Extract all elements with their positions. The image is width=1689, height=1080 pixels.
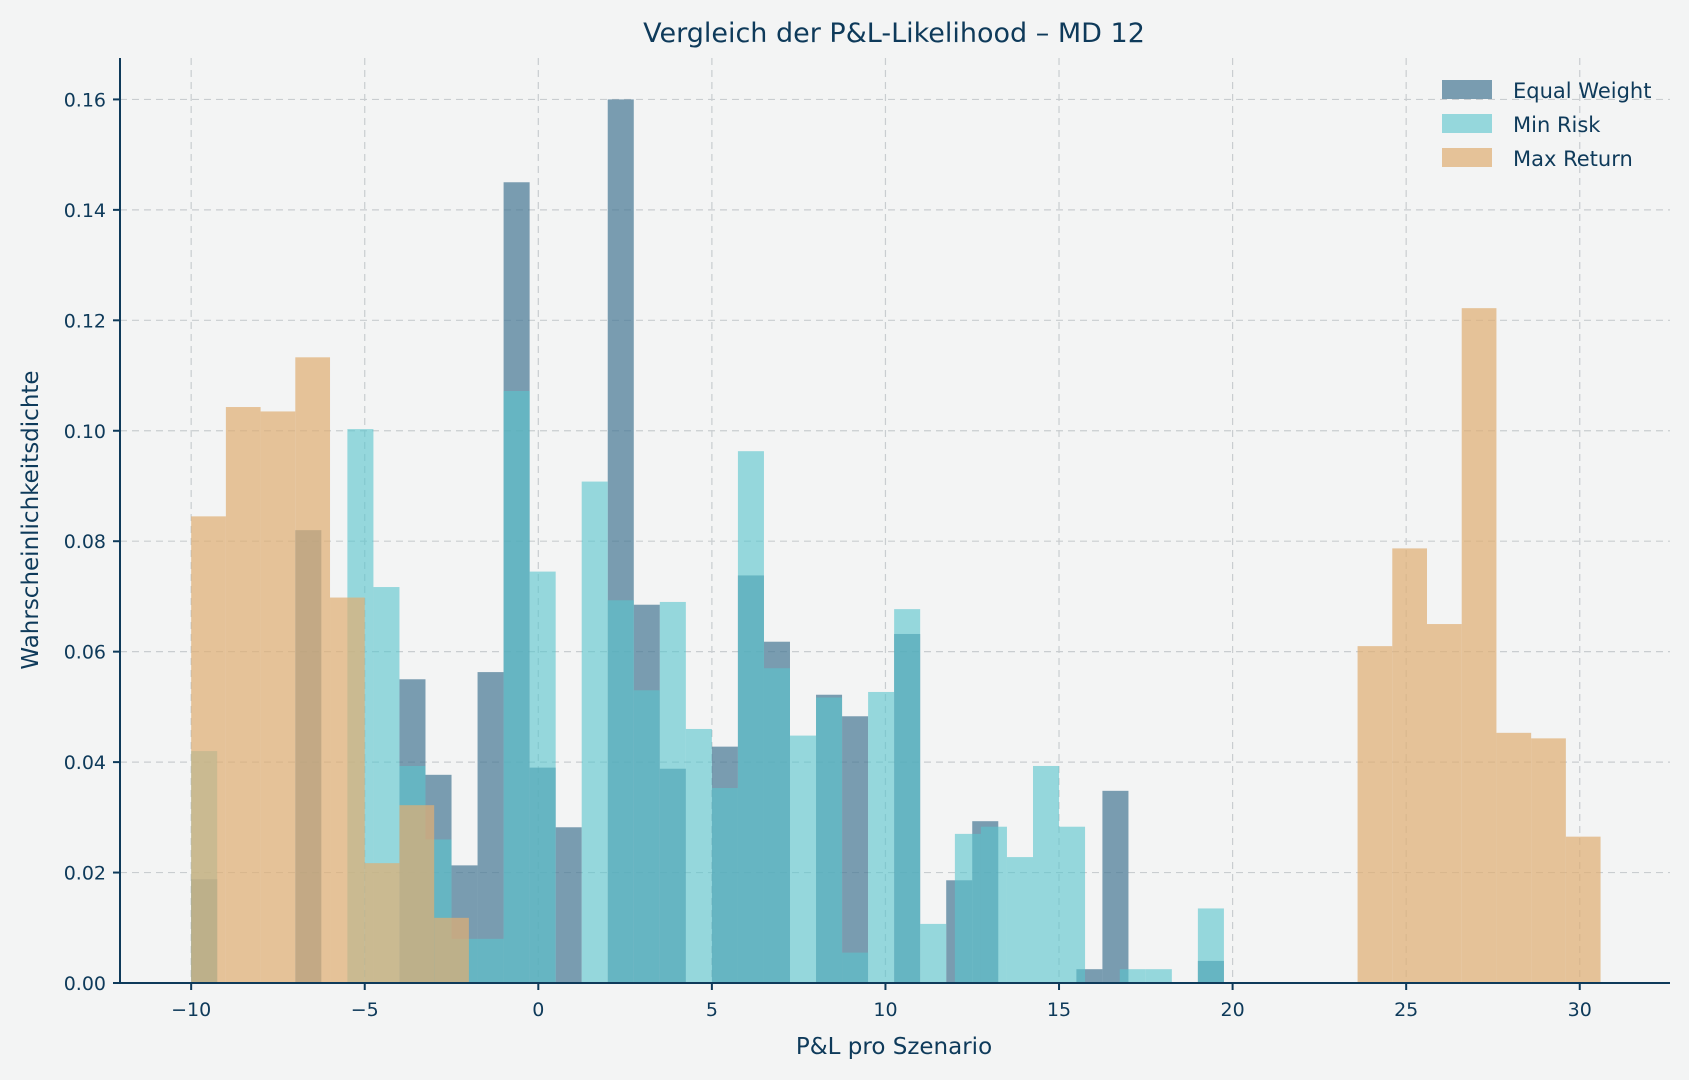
legend-label: Max Return: [1513, 147, 1633, 171]
histogram-bar: [477, 938, 504, 983]
histogram-bar: [1119, 969, 1146, 983]
histogram-bar: [1531, 738, 1566, 983]
y-tick-label: 0.06: [64, 642, 106, 664]
legend: Equal Weight Min Risk Max Return: [1442, 79, 1651, 171]
y-tick-label: 0.12: [64, 310, 106, 332]
histogram-bar: [868, 691, 895, 983]
histogram-bar: [1145, 969, 1172, 983]
histogram-bar: [1461, 308, 1497, 983]
histogram-bar: [364, 863, 400, 983]
x-ticks: −10 −5 0 5 10 15 20 25 30: [171, 983, 1592, 1021]
legend-swatch: [1442, 148, 1492, 167]
histogram-bar: [225, 407, 261, 984]
y-axis-label: Wahrscheinlichkeitsdichte: [18, 370, 44, 669]
x-tick-label: 5: [706, 999, 718, 1021]
axes: [119, 58, 1670, 984]
histogram-bar: [191, 516, 226, 983]
histogram-bar: [633, 690, 660, 983]
y-tick-label: 0.16: [64, 89, 106, 111]
histogram-bar: [954, 833, 981, 983]
histogram-bar: [1032, 765, 1060, 983]
histogram-bar: [477, 672, 504, 983]
histogram-bar: [1496, 732, 1532, 983]
y-tick-label: 0.10: [64, 421, 106, 443]
x-tick-label: 20: [1221, 999, 1245, 1021]
y-tick-label: 0.08: [64, 531, 106, 553]
histogram-bar: [816, 697, 843, 983]
legend-swatch: [1442, 80, 1492, 99]
histogram-bar: [581, 481, 608, 983]
histogram-bar: [399, 805, 435, 983]
histogram-bar: [1197, 908, 1224, 983]
histogram-bar: [434, 917, 469, 983]
legend-label: Min Risk: [1513, 113, 1601, 137]
histogram-bars: [191, 99, 1601, 984]
histogram-bar: [920, 923, 947, 983]
y-ticks: 0.00 0.02 0.04 0.06 0.08 0.10 0.12 0.14 0.16: [64, 89, 120, 995]
histogram-bar: [842, 716, 869, 983]
histogram-bar: [1426, 624, 1462, 983]
histogram-bar: [842, 952, 869, 983]
histogram-bar: [330, 597, 365, 983]
histogram-bar: [295, 357, 331, 983]
histogram-bar: [1006, 857, 1033, 983]
histogram-bar: [503, 391, 530, 983]
legend-swatch: [1442, 114, 1492, 133]
histogram-bar: [763, 668, 790, 983]
legend-label: Equal Weight: [1513, 79, 1651, 103]
series-max-return: [191, 308, 1601, 984]
y-tick-label: 0.14: [64, 200, 106, 222]
histogram-bar: [894, 609, 921, 983]
y-tick-label: 0.02: [64, 863, 106, 885]
histogram-bar: [789, 735, 817, 983]
histogram-bar: [711, 788, 738, 983]
y-tick-label: 0.04: [64, 752, 106, 774]
histogram-bar: [555, 827, 582, 983]
x-tick-label: 15: [1047, 999, 1071, 1021]
histogram-bar: [1059, 826, 1086, 983]
histogram-bar: [607, 600, 634, 983]
histogram-bar: [1392, 548, 1427, 983]
y-tick-label: 0.00: [64, 973, 106, 995]
x-axis-label: P&L pro Szenario: [796, 1034, 992, 1060]
x-tick-label: 10: [873, 999, 897, 1021]
x-tick-label: −5: [351, 999, 379, 1021]
histogram-bar: [1565, 836, 1601, 983]
histogram-bar: [529, 571, 556, 983]
chart-title: Vergleich der P&L-Likelihood – MD 12: [643, 18, 1145, 49]
histogram-bar: [1357, 646, 1393, 983]
histogram-bar: [659, 601, 686, 983]
x-tick-label: −10: [171, 999, 211, 1021]
histogram-bar: [737, 451, 764, 983]
histogram-bar: [685, 728, 712, 983]
histogram-bar: [260, 411, 296, 983]
histogram-bar: [1102, 790, 1129, 983]
x-tick-label: 25: [1394, 999, 1418, 1021]
x-tick-label: 0: [532, 999, 544, 1021]
histogram-bar: [980, 826, 1007, 983]
x-tick-label: 30: [1568, 999, 1592, 1021]
